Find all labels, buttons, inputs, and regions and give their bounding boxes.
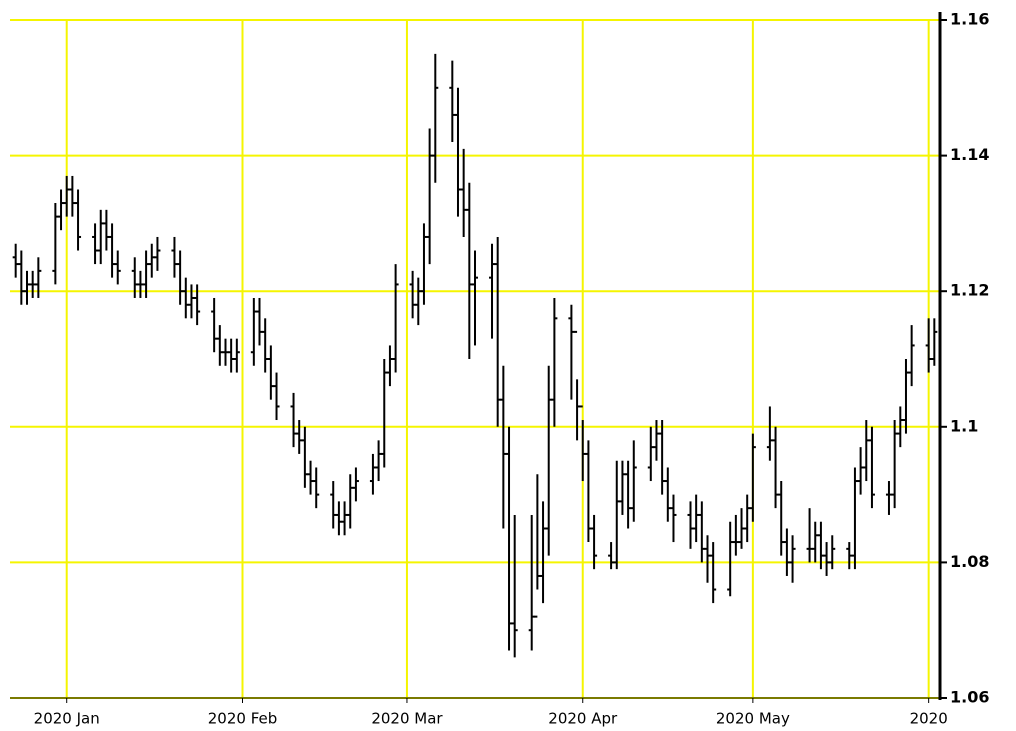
y-tick-label: 1.12 (950, 281, 989, 300)
x-tick-label: 2020 Jan (34, 710, 100, 728)
y-tick-label: 1.08 (950, 552, 989, 571)
x-tick-label: 2020 Feb (208, 710, 278, 728)
x-tick-label: 2020 Apr (548, 710, 618, 728)
y-tick-label: 1.06 (950, 688, 989, 707)
y-tick-label: 1.14 (950, 145, 989, 164)
y-tick-label: 1.16 (950, 10, 989, 29)
x-tick-label: 2020 Mar (371, 710, 443, 728)
x-tick-label: 2020 (910, 710, 948, 728)
x-tick-label: 2020 May (716, 710, 790, 728)
y-tick-label: 1.1 (950, 416, 978, 435)
